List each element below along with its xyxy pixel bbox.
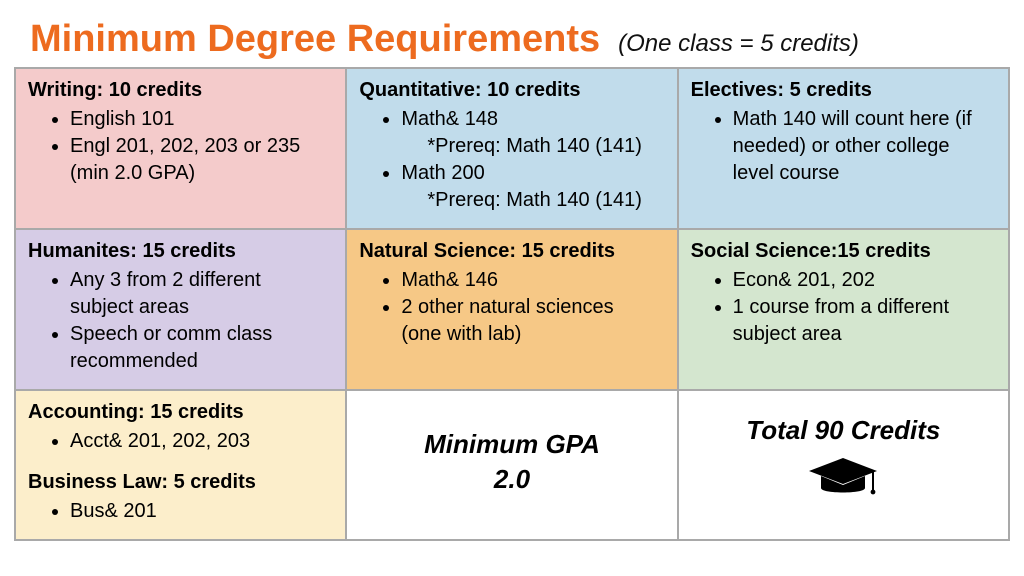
header: Minimum Degree Requirements (One class =…	[0, 0, 1024, 67]
list-item: Math& 146	[401, 267, 664, 294]
graduation-cap-icon	[807, 454, 879, 511]
item-sub: *Prereq: Math 140 (141)	[401, 133, 656, 160]
cell-social: Social Science:15 credits Econ& 201, 202…	[678, 229, 1009, 390]
cell-list: Math& 146 2 other natural sciences (one …	[359, 267, 664, 348]
item-text: Math 200	[401, 162, 484, 184]
list-item: 1 course from a different subject area	[733, 294, 996, 348]
cell-electives: Electives: 5 credits Math 140 will count…	[678, 68, 1009, 229]
cell-list: Any 3 from 2 different subject areas Spe…	[28, 267, 333, 375]
cell-list: Math 140 will count here (if needed) or …	[691, 106, 996, 187]
requirements-grid: Writing: 10 credits English 101 Engl 201…	[14, 67, 1010, 541]
cell-list: Econ& 201, 202 1 course from a different…	[691, 267, 996, 348]
page-subtitle: (One class = 5 credits)	[618, 30, 859, 58]
cell-title: Accounting: 15 credits	[28, 399, 333, 426]
list-item: Math 200 *Prereq: Math 140 (141)	[401, 160, 664, 214]
cell-quantitative: Quantitative: 10 credits Math& 148 *Prer…	[346, 68, 677, 229]
cell-title: Social Science:15 credits	[691, 238, 996, 265]
cell-title: Quantitative: 10 credits	[359, 77, 664, 104]
page-title: Minimum Degree Requirements	[30, 18, 600, 61]
item-text: Math& 148	[401, 108, 498, 130]
list-item: Math 140 will count here (if needed) or …	[733, 106, 996, 187]
list-item: Acct& 201, 202, 203	[70, 428, 333, 455]
cell-gpa: Minimum GPA 2.0	[346, 390, 677, 540]
cell-list: Acct& 201, 202, 203	[28, 428, 333, 455]
cell-list: English 101 Engl 201, 202, 203 or 235 (m…	[28, 106, 333, 187]
cell-title: Natural Science: 15 credits	[359, 238, 664, 265]
list-item: Engl 201, 202, 203 or 235 (min 2.0 GPA)	[70, 133, 333, 187]
list-item: Any 3 from 2 different subject areas	[70, 267, 333, 321]
cell-title: Writing: 10 credits	[28, 77, 333, 104]
summary-text: Total 90 Credits	[746, 413, 940, 448]
cell-total: Total 90 Credits	[678, 390, 1009, 540]
cell-humanities: Humanites: 15 credits Any 3 from 2 diffe…	[15, 229, 346, 390]
list-item: Bus& 201	[70, 498, 333, 525]
list-item: Speech or comm class recommended	[70, 321, 333, 375]
cell-title: Electives: 5 credits	[691, 77, 996, 104]
cell-title: Business Law: 5 credits	[28, 469, 333, 496]
cell-list: Math& 148 *Prereq: Math 140 (141) Math 2…	[359, 106, 664, 214]
list-item: English 101	[70, 106, 333, 133]
cell-list: Bus& 201	[28, 498, 333, 525]
list-item: Econ& 201, 202	[733, 267, 996, 294]
cell-natural: Natural Science: 15 credits Math& 146 2 …	[346, 229, 677, 390]
item-sub: *Prereq: Math 140 (141)	[401, 187, 656, 214]
cell-accounting: Accounting: 15 credits Acct& 201, 202, 2…	[15, 390, 346, 540]
cell-writing: Writing: 10 credits English 101 Engl 201…	[15, 68, 346, 229]
list-item: Math& 148 *Prereq: Math 140 (141)	[401, 106, 664, 160]
cell-title: Humanites: 15 credits	[28, 238, 333, 265]
summary-text: Minimum GPA	[424, 427, 600, 462]
summary-text: 2.0	[494, 462, 530, 497]
list-item: 2 other natural sciences (one with lab)	[401, 294, 664, 348]
